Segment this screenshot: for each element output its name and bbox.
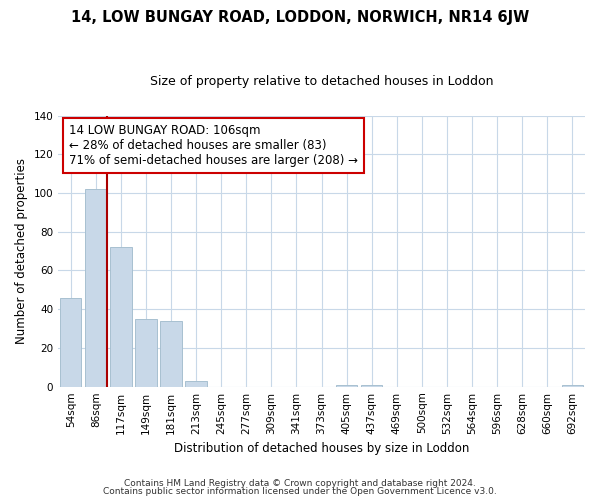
Bar <box>361 384 382 386</box>
Bar <box>562 384 583 386</box>
Text: Contains public sector information licensed under the Open Government Licence v3: Contains public sector information licen… <box>103 487 497 496</box>
X-axis label: Distribution of detached houses by size in Loddon: Distribution of detached houses by size … <box>174 442 469 455</box>
Bar <box>85 189 106 386</box>
Bar <box>185 381 207 386</box>
Y-axis label: Number of detached properties: Number of detached properties <box>15 158 28 344</box>
Bar <box>136 319 157 386</box>
Bar <box>336 384 358 386</box>
Bar <box>110 247 131 386</box>
Title: Size of property relative to detached houses in Loddon: Size of property relative to detached ho… <box>150 75 493 88</box>
Bar <box>160 321 182 386</box>
Bar <box>60 298 82 386</box>
Text: Contains HM Land Registry data © Crown copyright and database right 2024.: Contains HM Land Registry data © Crown c… <box>124 478 476 488</box>
Text: 14, LOW BUNGAY ROAD, LODDON, NORWICH, NR14 6JW: 14, LOW BUNGAY ROAD, LODDON, NORWICH, NR… <box>71 10 529 25</box>
Text: 14 LOW BUNGAY ROAD: 106sqm
← 28% of detached houses are smaller (83)
71% of semi: 14 LOW BUNGAY ROAD: 106sqm ← 28% of deta… <box>69 124 358 166</box>
